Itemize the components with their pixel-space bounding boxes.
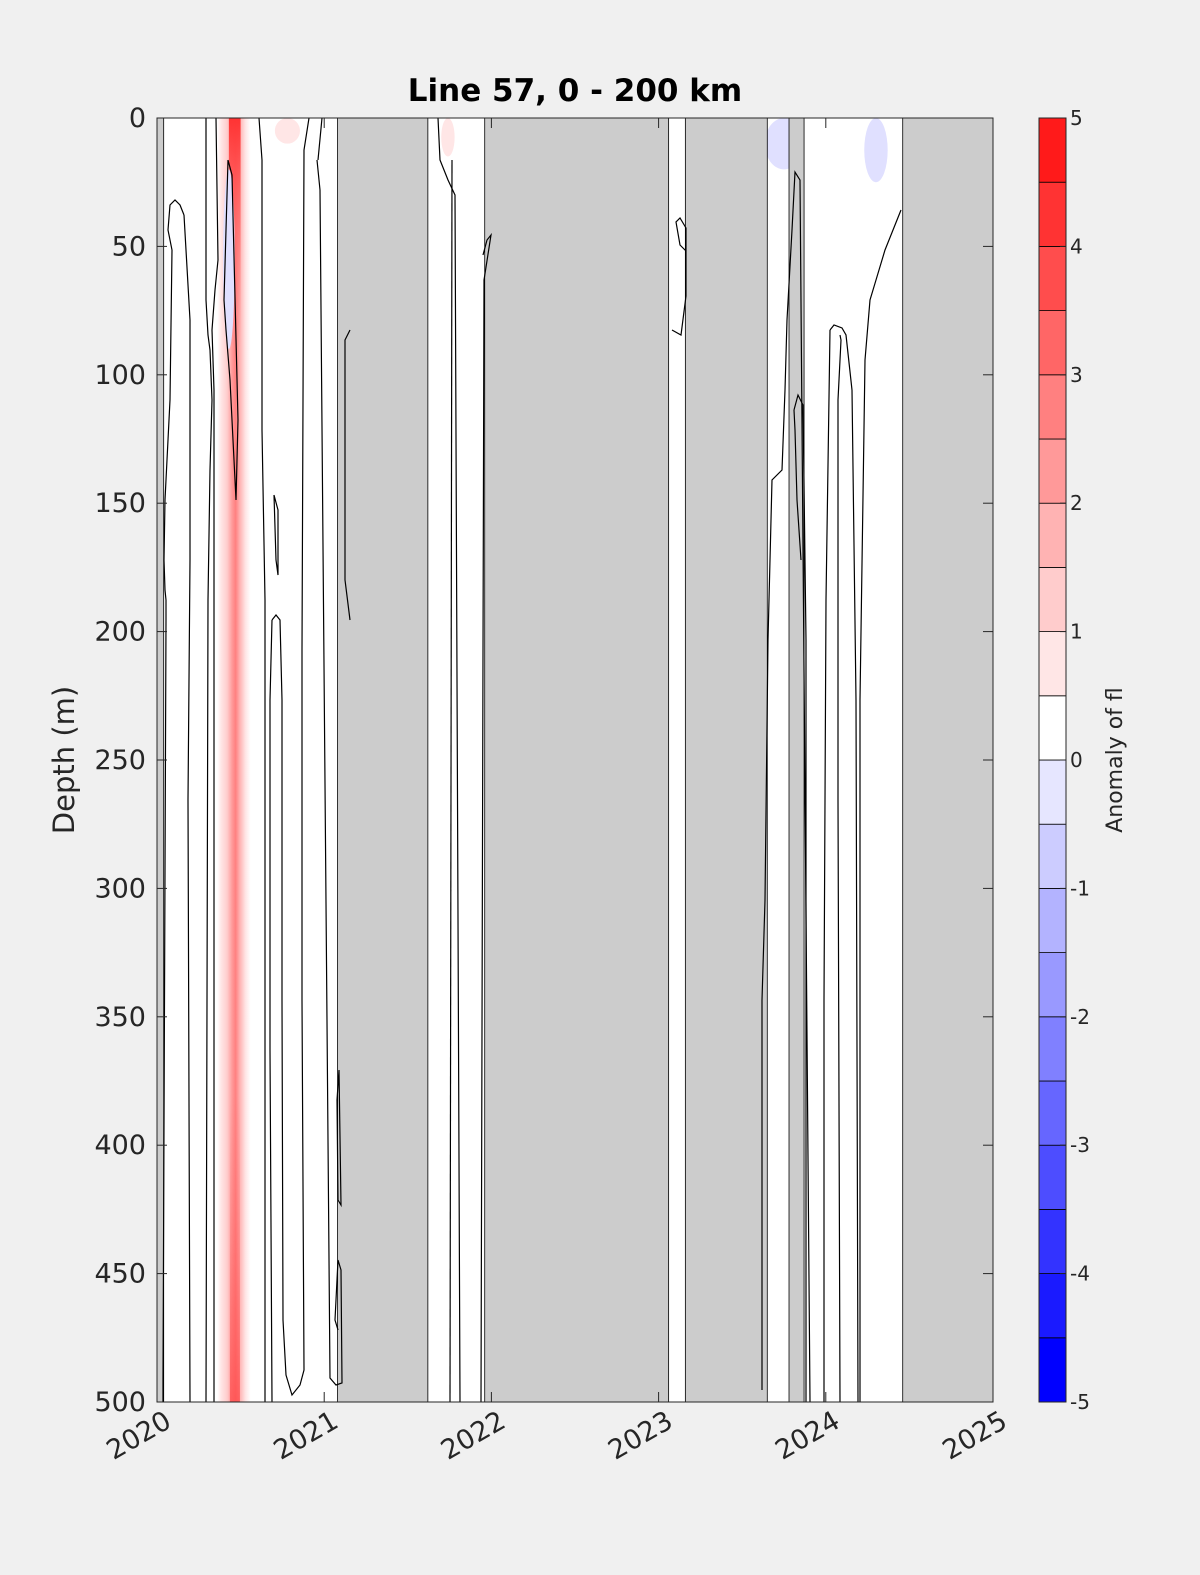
colorbar-swatch (1038, 438, 1067, 504)
no-data-region (684, 118, 768, 1402)
y-tick-label: 100 (94, 360, 146, 391)
x-tick-label: 2025 (937, 1405, 1012, 1466)
x-tick-label: 2021 (269, 1405, 344, 1466)
y-axis-label: Depth (m) (47, 686, 81, 834)
colorbar-swatch (1038, 1144, 1067, 1210)
colorbar-swatch (1038, 759, 1067, 825)
y-tick-label: 150 (94, 488, 146, 519)
contour-lines (162, 118, 902, 1402)
contour-line (837, 334, 842, 1402)
no-data-region (337, 118, 429, 1402)
contour-line (258, 118, 266, 1402)
colorbar-swatch (1038, 631, 1067, 697)
positive-anomaly-core (228, 118, 241, 350)
colorbar-swatch (1038, 823, 1067, 889)
no-data-region (788, 118, 805, 1402)
colorbar-tick-label: 0 (1070, 748, 1083, 772)
y-tick-label: 400 (94, 1130, 146, 1161)
colorbar-tick-label: -3 (1070, 1133, 1090, 1157)
positive-anomaly-patch (274, 118, 300, 144)
no-data-region (902, 118, 993, 1402)
y-tick-label: 200 (94, 617, 146, 648)
colorbar-tick-label: 2 (1070, 491, 1083, 515)
colorbar-tick-label: -1 (1070, 876, 1090, 900)
contour-line (793, 409, 802, 561)
colorbar-label: Anomaly of fl (1103, 687, 1128, 833)
contour-line (829, 324, 859, 1402)
no-data-region (484, 118, 670, 1402)
colorbar-swatch (1038, 1209, 1067, 1275)
colorbar-swatch (1038, 1337, 1067, 1403)
colorbar-tick-label: 4 (1070, 234, 1083, 258)
contour-line (671, 217, 687, 336)
colorbar-swatch (1038, 1016, 1067, 1082)
contour-line (437, 118, 461, 1402)
x-tick-label: 2024 (770, 1405, 845, 1466)
colorbar-tick-label: 5 (1070, 106, 1083, 130)
chart-title: Line 57, 0 - 200 km (408, 73, 742, 109)
contour-line (316, 159, 343, 1386)
contour-line (211, 118, 219, 1402)
colorbar-tick-label: 3 (1070, 363, 1083, 387)
colorbar-ticks: -5 -4 -3 -2 -1 0 1 2 3 4 5 (1060, 106, 1090, 1414)
negative-anomaly-patch (864, 118, 888, 183)
colorbar-tick-label: -4 (1070, 1262, 1090, 1286)
positive-anomaly-patch (441, 118, 455, 157)
colorbar-swatch (1038, 310, 1067, 376)
positive-anomaly-core (229, 1093, 240, 1402)
contour-line (767, 170, 811, 1402)
contour-line (344, 329, 351, 621)
colorbar-tick-label: -2 (1070, 1005, 1090, 1029)
contour-line (336, 1069, 342, 1208)
contour-line (273, 494, 279, 576)
colorbar-swatch (1038, 181, 1067, 247)
x-tick-label: 2023 (603, 1405, 678, 1466)
contour-line (183, 214, 191, 1402)
colorbar-swatch (1038, 1273, 1067, 1339)
contour-line (162, 199, 185, 1402)
colorbar-swatch (1038, 502, 1067, 568)
contour-line (859, 209, 902, 1402)
y-tick-label: 350 (94, 1002, 146, 1033)
colorbar-swatch (1038, 695, 1067, 761)
y-tick-label: 250 (94, 745, 146, 776)
y-tick-label: 0 (129, 103, 146, 134)
no-data-layer (157, 118, 993, 1402)
colorbar-swatch (1038, 117, 1067, 183)
y-tick-label: 500 (94, 1387, 146, 1418)
colorbar-swatch (1038, 245, 1067, 311)
colorbar-tick-label: -5 (1070, 1390, 1090, 1414)
contour-line (317, 118, 323, 161)
colorbar-swatch (1038, 1080, 1067, 1146)
y-tick-label: 300 (94, 873, 146, 904)
contour-line (480, 232, 492, 1402)
contour-line (449, 159, 453, 1402)
colorbar-swatch (1038, 567, 1067, 633)
colorbar-swatch (1038, 952, 1067, 1018)
x-tick-label: 2022 (436, 1405, 511, 1466)
contour-line (793, 393, 807, 1402)
contour-line (823, 329, 831, 1402)
colorbar-swatch (1038, 374, 1067, 440)
colorbar-tick-label: 1 (1070, 620, 1083, 644)
contour-line (205, 118, 213, 1402)
contour-line (223, 159, 239, 501)
y-tick-label: 450 (94, 1259, 146, 1290)
y-tick-label: 50 (112, 231, 146, 262)
colorbar-swatch (1038, 888, 1067, 954)
contour-line (269, 619, 273, 1402)
y-axis-ticks: 0 50 100 150 200 250 300 350 400 450 500 (94, 103, 993, 1418)
contour-line (271, 118, 310, 1397)
contour-line (761, 639, 769, 1390)
colorbar (1038, 117, 1067, 1403)
